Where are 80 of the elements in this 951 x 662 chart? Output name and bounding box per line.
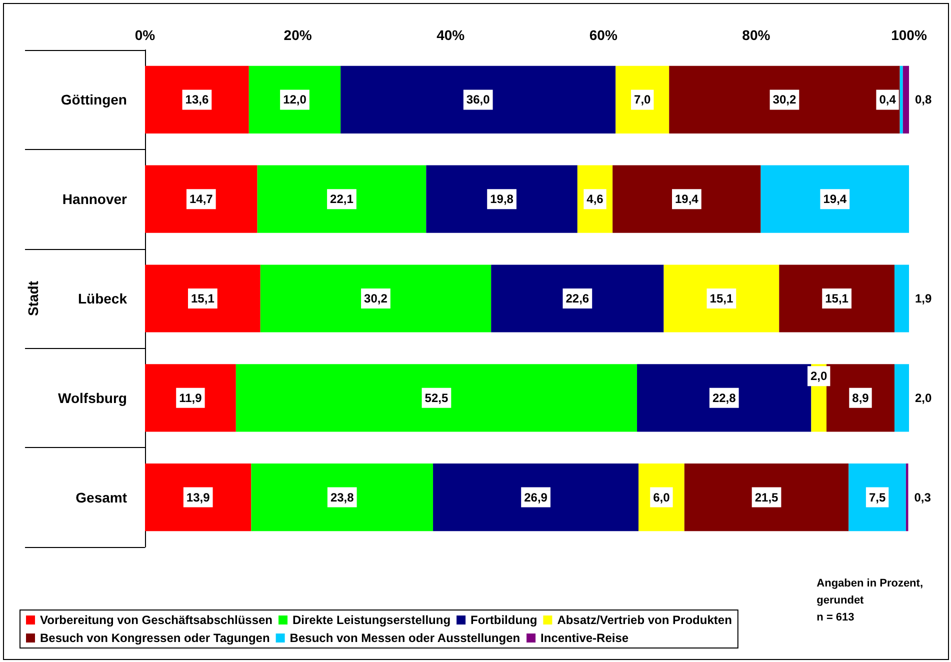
bar	[760, 165, 909, 233]
bar	[145, 264, 260, 332]
data-label: 0,3	[914, 490, 932, 504]
x-tick-label: 80%	[742, 27, 771, 43]
bar	[894, 364, 909, 432]
bar	[491, 264, 664, 332]
bar	[236, 364, 638, 432]
bar	[257, 165, 426, 233]
y-tick-label: Lübeck	[78, 290, 128, 306]
legend-label: Besuch von Messen oder Ausstellungen	[290, 631, 520, 645]
data-label: 22,1	[330, 192, 354, 206]
bar	[637, 364, 812, 432]
data-label: 12,0	[283, 92, 307, 107]
bar	[900, 66, 903, 134]
bar	[902, 66, 909, 134]
bar	[248, 66, 341, 134]
data-label: 36,0	[466, 92, 490, 107]
bar	[612, 165, 761, 233]
data-label: 7,0	[634, 92, 652, 107]
y-tick-label: Wolfsburg	[58, 390, 127, 406]
text: Angaben in Prozent, gerundet n = 613	[816, 578, 924, 624]
data-label: 7,5	[868, 490, 886, 504]
legend-label: Fortbildung	[470, 613, 538, 627]
legend-label: Incentive-Reise	[540, 631, 629, 645]
data-label: 30,2	[364, 292, 388, 306]
x-tick-label: 20%	[284, 27, 312, 43]
data-label: 15,1	[191, 292, 215, 306]
bar	[684, 464, 849, 532]
data-label: 2,0	[810, 369, 828, 384]
bar	[260, 264, 492, 332]
data-label: 13,6	[185, 92, 209, 107]
data-label: 11,9	[179, 390, 202, 405]
bar	[145, 165, 258, 233]
data-label: 22,8	[712, 390, 736, 405]
x-tick-label: 60%	[589, 27, 618, 43]
data-label: 19,4	[674, 192, 699, 206]
y-tick-label: Hannover	[62, 191, 128, 208]
data-label: 15,1	[710, 292, 734, 306]
bar	[426, 165, 578, 233]
data-label: 19,4	[823, 192, 847, 206]
legend-label: Direkte Leistungserstellung	[292, 613, 451, 627]
data-label: 4,6	[586, 192, 604, 206]
data-label: 0,4	[879, 92, 896, 107]
legend-label: Absatz/Vertrieb von Produkten	[557, 613, 732, 627]
bar	[664, 264, 780, 332]
bar	[779, 264, 894, 332]
y-axis-title: Stadt	[25, 280, 41, 316]
bar	[616, 66, 670, 134]
data-label: 52,5	[424, 390, 448, 405]
data-label: 15,1	[825, 292, 849, 306]
bar	[669, 66, 900, 134]
bar	[848, 464, 906, 532]
data-label: 13,9	[186, 490, 210, 504]
y-tick-label: Gesamt	[76, 489, 128, 506]
legend-label: Vorbereitung von Geschäftsabschlüssen	[40, 613, 273, 627]
bar	[145, 66, 249, 134]
data-label: 23,8	[330, 490, 354, 504]
x-tick-label: 0%	[134, 27, 156, 43]
y-tick-label: Göttingen	[60, 92, 127, 108]
bar	[251, 464, 434, 532]
data-label: 8,9	[852, 390, 870, 405]
legend-label: Besuch von Kongressen oder Tagungen	[40, 631, 270, 645]
data-label: 21,5	[754, 490, 779, 504]
data-label: 6,0	[653, 490, 670, 504]
bar	[145, 464, 252, 532]
data-label: 30,2	[772, 92, 796, 107]
data-label: 0,8	[915, 92, 932, 107]
x-tick-label: 100%	[891, 27, 928, 43]
x-tick-label: 40%	[436, 27, 466, 43]
bar	[433, 464, 639, 532]
data-label: 1,9	[915, 292, 932, 306]
bar	[894, 264, 909, 332]
bar	[340, 66, 616, 134]
data-label: 2,0	[915, 390, 932, 405]
bar	[145, 364, 236, 432]
data-label: 14,7	[189, 192, 214, 206]
data-label: 22,6	[566, 292, 590, 306]
bar	[826, 364, 894, 432]
data-label: 19,8	[490, 192, 514, 206]
data-label: 26,9	[524, 490, 548, 504]
